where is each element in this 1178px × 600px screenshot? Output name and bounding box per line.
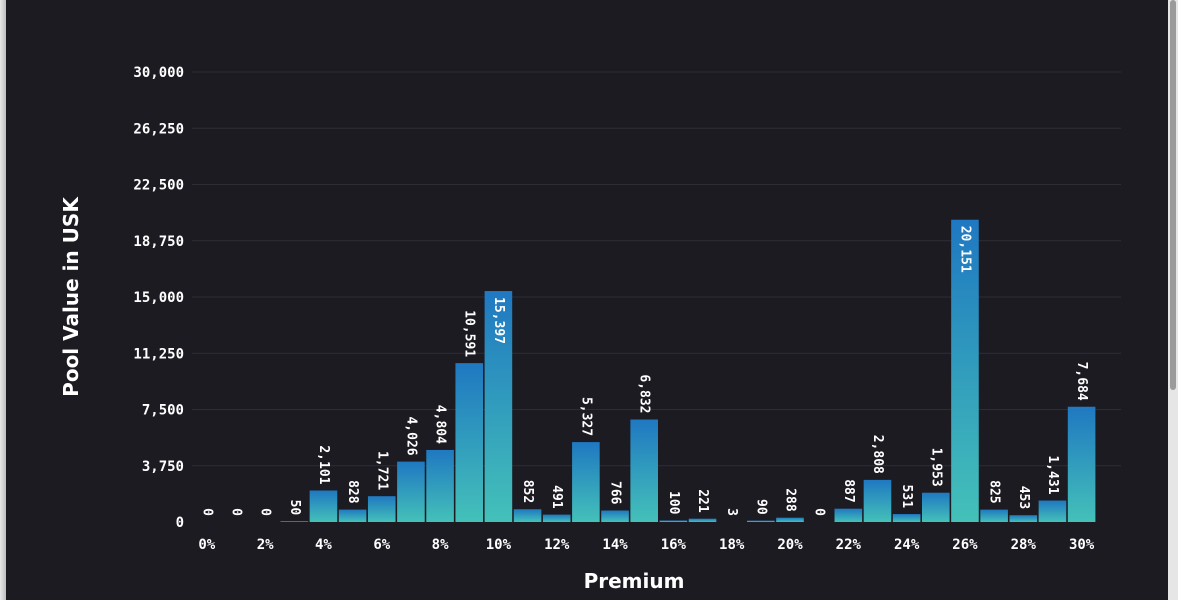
x-tick-label: 14% xyxy=(602,537,628,553)
x-tick-label: 16% xyxy=(661,537,687,553)
x-tick-label: 24% xyxy=(894,537,920,553)
x-axis-title: Premium xyxy=(584,569,685,593)
bar[interactable] xyxy=(1009,515,1038,522)
bar-value-label: 453 xyxy=(1016,486,1031,509)
bar[interactable] xyxy=(513,509,542,522)
bar-value-label: 100 xyxy=(666,491,681,515)
bar-value-label: 0 xyxy=(199,508,214,516)
bar[interactable] xyxy=(1067,406,1096,522)
bars xyxy=(280,219,1096,523)
bar[interactable] xyxy=(980,509,1008,522)
bar[interactable] xyxy=(630,419,658,522)
bar-value-labels: 0 0 0 50 2,101 828 1,721 4,026 4,804 10,591 15,397… xyxy=(199,226,1089,516)
bar-value-label: 15,397 xyxy=(491,297,506,344)
bar-value-label: 531 xyxy=(899,485,914,509)
bar[interactable] xyxy=(688,518,717,522)
bar-value-label: 1,721 xyxy=(374,451,389,490)
bar-value-label: 3 xyxy=(724,508,739,516)
x-tick-label: 6% xyxy=(373,537,390,553)
bar-value-label: 20,151 xyxy=(957,226,972,273)
x-tick-label: 26% xyxy=(952,537,978,553)
bar-value-label: 825 xyxy=(987,480,1002,503)
bar-value-label: 6,832 xyxy=(637,374,652,413)
bar-value-label: 766 xyxy=(608,481,623,505)
bar[interactable] xyxy=(1038,500,1067,522)
y-tick-label: 7,500 xyxy=(142,403,184,419)
bar[interactable] xyxy=(397,461,425,522)
scrollbar[interactable] xyxy=(1168,0,1178,600)
bar[interactable] xyxy=(601,510,629,522)
bar-value-label: 2,808 xyxy=(870,435,885,474)
bar-chart: 0 3,750 7,500 11,250 15,000 18,750 22,500 26,25… xyxy=(59,65,1121,593)
bar-value-label: 887 xyxy=(841,479,856,502)
y-tick-label: 0 xyxy=(176,515,184,531)
x-tick-label: 0% xyxy=(198,537,215,553)
x-tick-label: 20% xyxy=(777,537,803,553)
x-tick-label: 18% xyxy=(719,537,745,553)
x-tick-label: 28% xyxy=(1011,537,1037,553)
x-tick-label: 12% xyxy=(544,537,570,553)
x-tick-label: 30% xyxy=(1069,537,1095,553)
bar-value-label: 288 xyxy=(783,488,798,512)
x-tick-label: 10% xyxy=(486,537,512,553)
y-tick-label: 26,250 xyxy=(133,121,184,137)
bar-value-label: 2,101 xyxy=(316,445,331,484)
bar[interactable] xyxy=(572,442,600,522)
y-tick-label: 22,500 xyxy=(133,178,184,194)
page-edge xyxy=(0,0,6,600)
bar[interactable] xyxy=(484,291,513,522)
bar[interactable] xyxy=(747,520,775,522)
bar-value-label: 1,431 xyxy=(1045,455,1060,494)
y-tick-label: 11,250 xyxy=(133,346,184,362)
bar[interactable] xyxy=(426,449,454,522)
bar-value-label: 50 xyxy=(287,500,302,516)
bar[interactable] xyxy=(951,219,979,523)
bar-value-label: 5,327 xyxy=(578,397,593,436)
bar-value-label: 90 xyxy=(753,499,768,515)
x-tick-label: 8% xyxy=(432,537,449,553)
y-tick-label: 15,000 xyxy=(133,290,184,306)
bar[interactable] xyxy=(776,517,804,522)
bar[interactable] xyxy=(863,479,892,522)
bar-value-label: 852 xyxy=(520,480,535,503)
bar[interactable] xyxy=(892,514,921,522)
bar-value-label: 0 xyxy=(258,508,273,516)
bar[interactable] xyxy=(367,496,396,522)
bar[interactable] xyxy=(338,509,367,522)
y-tick-label: 30,000 xyxy=(133,65,184,81)
x-tick-label: 4% xyxy=(315,537,332,553)
y-tick-label: 18,750 xyxy=(133,234,184,250)
bar-value-label: 0 xyxy=(812,508,827,516)
bar-value-label: 491 xyxy=(549,485,564,509)
chart-panel: 0 3,750 7,500 11,250 15,000 18,750 22,500 26,25… xyxy=(6,0,1168,600)
x-tick-label: 22% xyxy=(836,537,862,553)
bar[interactable] xyxy=(455,363,484,522)
y-tick-label: 3,750 xyxy=(142,459,184,475)
y-axis-ticks: 0 3,750 7,500 11,250 15,000 18,750 22,500 26,25… xyxy=(133,65,184,531)
bar-value-label: 1,953 xyxy=(928,448,943,487)
x-tick-label: 2% xyxy=(257,537,274,553)
bar-value-label: 0 xyxy=(228,508,243,516)
bar[interactable] xyxy=(922,492,950,522)
bar-value-label: 10,591 xyxy=(462,310,477,357)
bar-value-label: 4,026 xyxy=(403,416,418,455)
bar[interactable] xyxy=(834,508,863,522)
grid-lines xyxy=(192,71,1121,467)
bar-value-label: 4,804 xyxy=(433,405,448,444)
scrollbar-thumb[interactable] xyxy=(1170,0,1176,390)
y-axis-title: Pool Value in USK xyxy=(59,196,83,397)
bar-value-label: 7,684 xyxy=(1074,362,1089,401)
bar[interactable] xyxy=(280,521,309,522)
x-axis-ticks: 0% 2% 4% 6% 8% 10% 12% 14% 16% 18% 20% 22% 24% 26% 28%… xyxy=(198,537,1094,553)
bar[interactable] xyxy=(542,514,571,522)
bar-value-label: 221 xyxy=(695,489,710,513)
bar-value-label: 828 xyxy=(345,480,360,504)
bar[interactable] xyxy=(309,490,338,522)
bar[interactable] xyxy=(659,520,688,523)
